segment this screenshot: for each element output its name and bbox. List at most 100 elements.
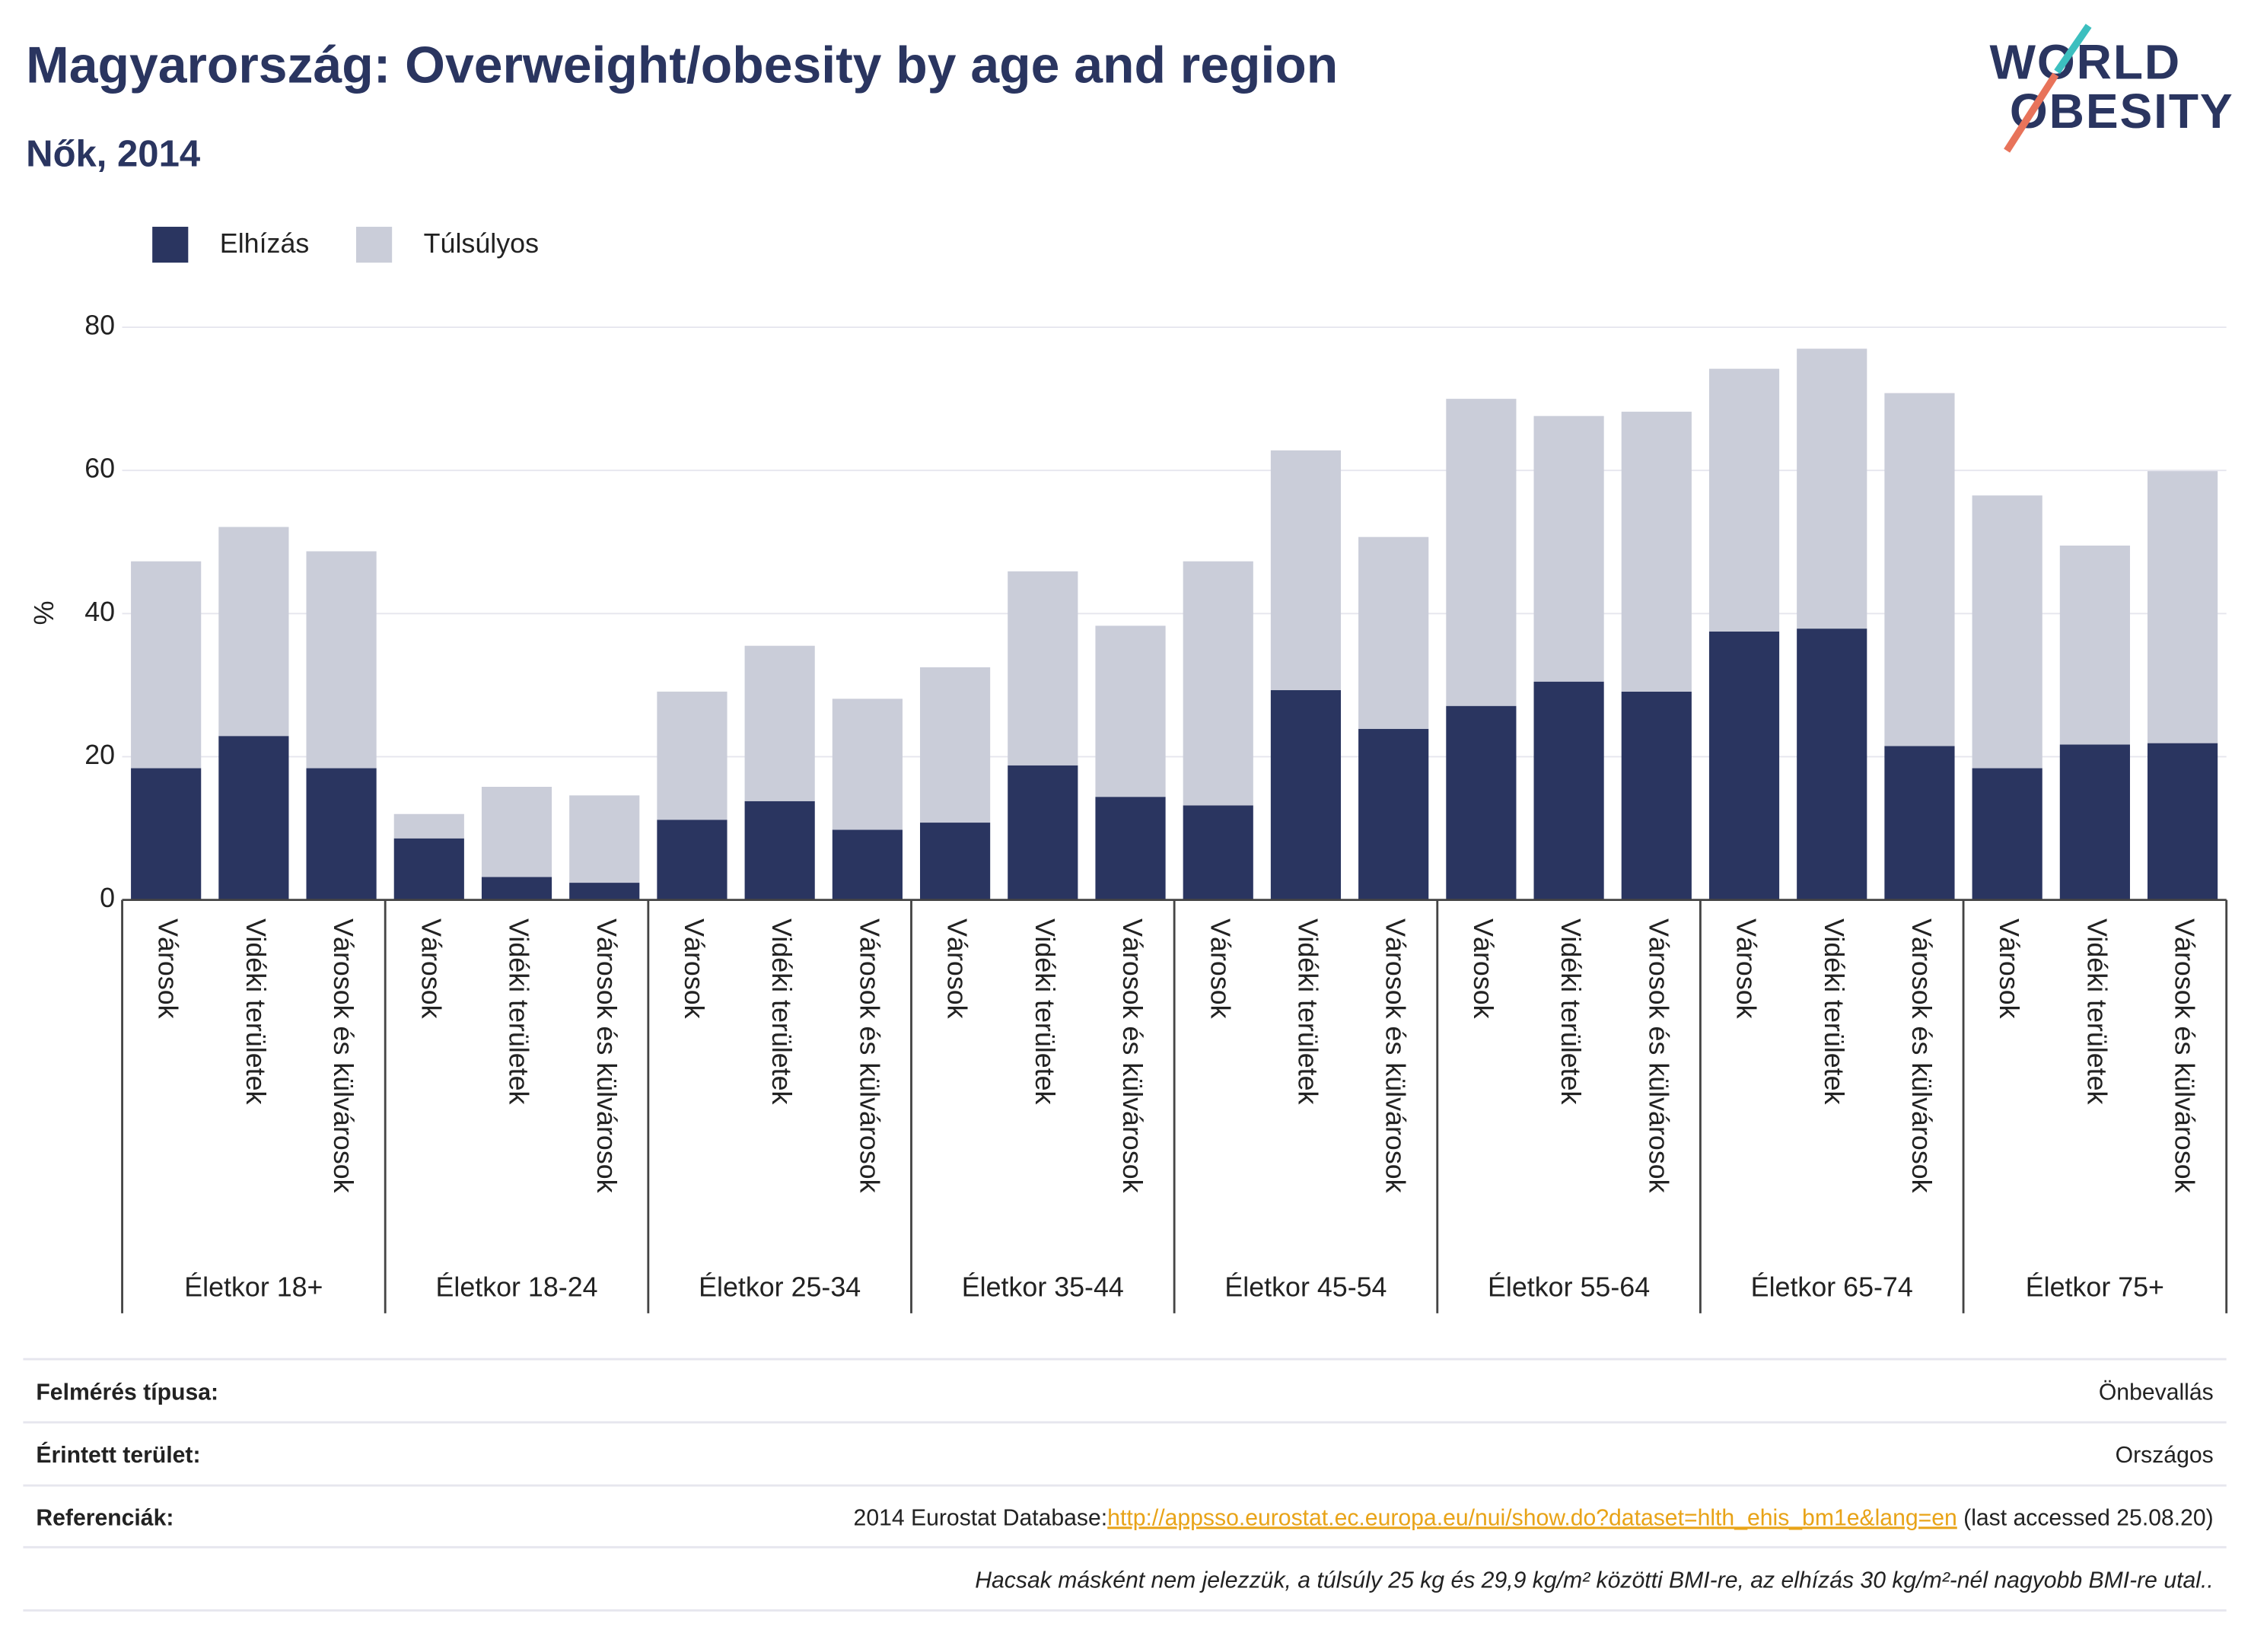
bar-segment [131, 768, 202, 900]
x-tick-label: Városok és külvárosok [1906, 918, 1937, 1193]
x-tick-label: Vidéki területek [504, 918, 534, 1104]
bar-segment [1621, 691, 1692, 900]
bar-segment [920, 667, 991, 823]
bar-segment [1270, 690, 1342, 900]
bar-segment [218, 527, 289, 737]
logo-text: WORLD [1989, 35, 2181, 90]
group-label: Életkor 18-24 [435, 1272, 597, 1302]
footer-value-text: Önbevallás [2099, 1380, 2214, 1405]
footer-value-text: 2014 Eurostat Database: [854, 1505, 1108, 1530]
x-tick-label: Városok [415, 918, 446, 1019]
bar-segment [1358, 728, 1429, 900]
bar-segment [1183, 805, 1253, 900]
bar-segment [1446, 705, 1517, 900]
bar-segment [569, 795, 640, 883]
bar-segment [393, 813, 464, 839]
bar-segment [481, 877, 552, 900]
x-tick-label: Vidéki területek [2081, 918, 2112, 1104]
bar-segment [1008, 765, 1078, 900]
bar-segment [657, 820, 728, 900]
legend-swatch [152, 227, 189, 263]
group-label: Életkor 18+ [184, 1272, 323, 1302]
y-axis-label: % [29, 600, 59, 625]
bar-segment [1972, 495, 2042, 769]
bar-segment [1008, 571, 1078, 766]
x-tick-label: Városok [1994, 918, 2024, 1019]
bar-segment [1095, 625, 1166, 797]
bar-segment [131, 561, 202, 769]
footer-label: Érintett terület: [36, 1442, 200, 1468]
bar-segment [1446, 399, 1517, 706]
bar-segment [1708, 631, 1780, 900]
bar-segment [1797, 629, 1867, 900]
bar-segment [306, 768, 377, 900]
x-tick-label: Városok és külvárosok [328, 918, 358, 1193]
footer-note: Hacsak másként nem jelezzük, a túlsúly 2… [975, 1568, 2213, 1593]
bar-segment [744, 801, 815, 900]
legend-label: Elhízás [220, 228, 310, 259]
legend-swatch [356, 227, 393, 263]
bar-segment [657, 691, 728, 820]
y-tick-label: 20 [84, 740, 115, 770]
x-tick-label: Városok [1468, 918, 1498, 1019]
bar-segment [1621, 412, 1692, 692]
bar-segment [393, 838, 464, 900]
reference-link[interactable]: http://appsso.eurostat.ec.europa.eu/nui/… [1107, 1505, 1957, 1530]
group-label: Életkor 75+ [2026, 1272, 2164, 1302]
x-tick-label: Városok és külvárosok [1380, 918, 1411, 1193]
bar-segment [2148, 743, 2218, 900]
x-tick-label: Vidéki területek [1555, 918, 1586, 1104]
footer-value: Országos [2116, 1443, 2214, 1468]
x-tick-label: Városok és külvárosok [591, 918, 622, 1193]
footer-label: Referenciák: [36, 1505, 174, 1530]
bar-segment [218, 736, 289, 900]
footer-value-suffix: (last accessed 25.08.20) [1957, 1505, 2214, 1530]
logo-slash [2054, 24, 2092, 74]
x-tick-label: Városok és külvárosok [854, 918, 884, 1193]
bar-segment [481, 787, 552, 877]
bar-segment [569, 883, 640, 900]
footer-value: 2014 Eurostat Database:http://appsso.eur… [854, 1505, 2214, 1530]
group-label: Életkor 45-54 [1224, 1272, 1387, 1302]
x-tick-label: Vidéki területek [1819, 918, 1849, 1104]
x-tick-label: Vidéki területek [240, 918, 271, 1104]
bar-segment [1884, 746, 1955, 900]
group-label: Életkor 55-64 [1488, 1272, 1650, 1302]
x-tick-label: Vidéki területek [1030, 918, 1060, 1104]
y-tick-label: 40 [84, 597, 115, 627]
bar-segment [2059, 744, 2130, 900]
bar-segment [920, 823, 991, 900]
bar-segment [1270, 450, 1342, 691]
bar-segment [306, 551, 377, 769]
bar-segment [1183, 561, 1253, 806]
bar-segment [2148, 471, 2218, 743]
x-tick-label: Városok [679, 918, 709, 1019]
x-tick-label: Városok [1731, 918, 1762, 1019]
y-tick-label: 0 [100, 883, 115, 913]
x-tick-label: Vidéki területek [1292, 918, 1323, 1104]
x-tick-label: Városok és külvárosok [2170, 918, 2200, 1193]
bar-segment [1358, 536, 1429, 729]
bar-segment [1533, 415, 1604, 682]
bar-segment [1095, 797, 1166, 900]
footer-value-text: Országos [2116, 1443, 2214, 1468]
bar-segment [1972, 768, 2042, 900]
bar-segment [1533, 681, 1604, 900]
bar-segment [1797, 349, 1867, 629]
x-tick-label: Városok és külvárosok [1117, 918, 1148, 1193]
bar-segment [1884, 393, 1955, 746]
x-tick-label: Városok [1205, 918, 1235, 1019]
bar-segment [832, 699, 903, 830]
chart-subtitle: Nők, 2014 [26, 134, 200, 175]
bar-segment [1708, 368, 1780, 632]
bar-segment [832, 829, 903, 900]
legend-label: Túlsúlyos [424, 228, 539, 259]
x-tick-label: Városok [153, 918, 183, 1019]
chart-title: Magyarország: Overweight/obesity by age … [26, 37, 1338, 94]
logo-slash [2004, 72, 2059, 153]
group-label: Életkor 25-34 [699, 1272, 861, 1302]
y-tick-label: 60 [84, 454, 115, 484]
bar-segment [2059, 545, 2130, 745]
group-label: Életkor 65-74 [1751, 1272, 1913, 1302]
